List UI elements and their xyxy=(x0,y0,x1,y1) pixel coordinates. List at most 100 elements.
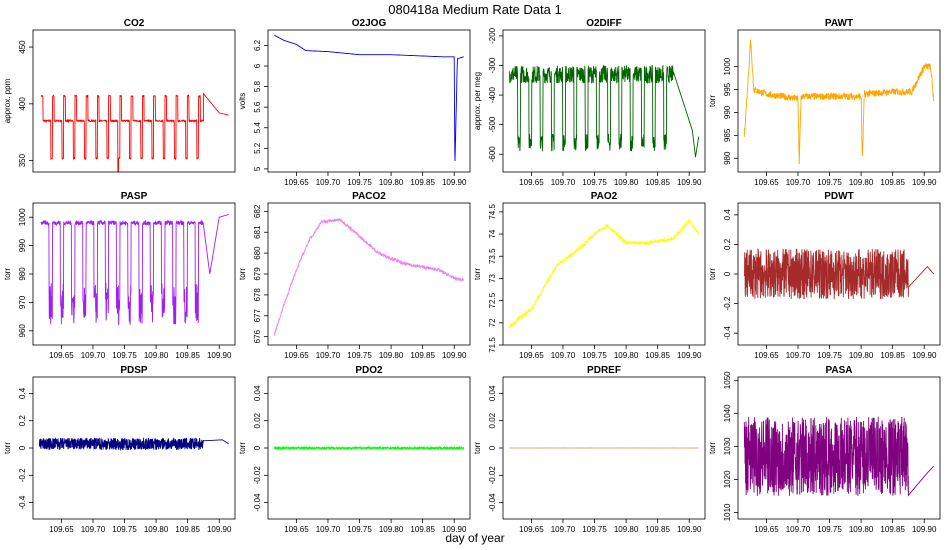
x-tick-label: 109.85 xyxy=(410,178,435,187)
y-tick-label: 71.5 xyxy=(488,337,497,353)
y-tick-label: 677 xyxy=(253,309,262,323)
y-tick-label: 0.04 xyxy=(488,385,497,401)
x-tick-label: 109.75 xyxy=(582,525,607,534)
x-tick-label: 109.70 xyxy=(786,525,811,534)
panel-title: PDO2 xyxy=(355,365,383,376)
x-tick-label: 109.65 xyxy=(49,351,74,360)
y-tick-label: 1020 xyxy=(723,470,732,488)
y-tick-label: 1000 xyxy=(723,57,732,75)
y-tick-label: 0 xyxy=(488,445,497,450)
x-tick-label: 109.80 xyxy=(849,178,874,187)
x-tick-label: 109.90 xyxy=(912,525,937,534)
panel-pasp: PASP torr 960 970 980 990 1000 109.65 109.70 109.… xyxy=(3,191,236,360)
x-tick-label: 109.65 xyxy=(519,178,544,187)
panel-pdo2: PDO2 torr -0.04 -0.02 0 0.02 0.04 109.65 109.70 1… xyxy=(238,365,471,534)
y-tick-label: 1040 xyxy=(723,404,732,422)
y-tick-label: 1010 xyxy=(723,503,732,521)
x-tick-label: 109.85 xyxy=(645,351,670,360)
y-axis-label: torr xyxy=(238,442,247,454)
x-tick-label: 109.75 xyxy=(112,525,137,534)
x-tick-label: 109.70 xyxy=(81,351,106,360)
x-tick-label: 109.70 xyxy=(316,351,341,360)
x-tick-label: 109.85 xyxy=(880,525,905,534)
y-tick-label: 681 xyxy=(253,225,262,239)
y-tick-label: -0.2 xyxy=(18,468,27,482)
panel-title: PAWT xyxy=(825,18,853,29)
x-tick-label: 109.85 xyxy=(645,525,670,534)
x-tick-label: 109.80 xyxy=(614,525,639,534)
series-line xyxy=(743,416,935,497)
y-tick-label: 680 xyxy=(253,246,262,260)
y-tick-label: -0.2 xyxy=(723,296,732,310)
x-tick-label: 109.80 xyxy=(849,525,874,534)
plot-frame xyxy=(267,202,471,346)
plot-frame xyxy=(502,29,706,173)
y-tick-label: 1050 xyxy=(723,371,732,389)
y-tick-label: 5.2 xyxy=(253,142,262,154)
x-tick-label: 109.75 xyxy=(817,351,842,360)
y-tick-label: 980 xyxy=(18,267,27,281)
y-tick-label: -0.02 xyxy=(488,466,497,485)
x-tick-label: 109.70 xyxy=(551,351,576,360)
panel-title: CO2 xyxy=(124,18,145,29)
panel-paco2: PACO2 torr 676 677 678 679 680 681 682 109.65 109.… xyxy=(238,191,471,360)
y-tick-label: 0.2 xyxy=(18,415,27,427)
x-tick-label: 109.80 xyxy=(379,351,404,360)
x-tick-label: 109.85 xyxy=(410,525,435,534)
x-tick-label: 109.75 xyxy=(817,525,842,534)
x-tick-label: 109.80 xyxy=(379,525,404,534)
panel-title: PASA xyxy=(825,365,852,376)
series-line xyxy=(273,218,465,336)
x-tick-label: 109.70 xyxy=(551,525,576,534)
y-axis-label: volts xyxy=(238,93,247,109)
y-tick-label: 985 xyxy=(723,128,732,142)
y-tick-label: -0.4 xyxy=(723,326,732,340)
x-tick-label: 109.85 xyxy=(410,351,435,360)
y-axis-label: torr xyxy=(238,268,247,280)
y-tick-label: -400 xyxy=(488,87,497,104)
x-tick-label: 109.90 xyxy=(677,525,702,534)
y-tick-label: 6 xyxy=(253,63,262,68)
panel-pao2: PAO2 torr 71.5 72 72.5 73 73.5 74 74.5 109.65 109.… xyxy=(473,191,706,360)
x-tick-label: 109.65 xyxy=(49,525,74,534)
x-tick-label: 109.80 xyxy=(614,351,639,360)
x-tick-label: 109.75 xyxy=(347,525,372,534)
y-tick-label: 73.5 xyxy=(488,248,497,264)
panel-title: PACO2 xyxy=(352,191,386,202)
panel-pdwt: PDWT torr -0.4 -0.2 0 0.2 0.4 109.65 109.70 109.7… xyxy=(708,191,941,360)
y-tick-label: 5.8 xyxy=(253,80,262,92)
x-tick-label: 109.75 xyxy=(817,178,842,187)
panel-pdsp: PDSP torr -0.4 -0.2 0 0.2 0.4 109.65 109.70 109.7… xyxy=(3,365,236,534)
x-tick-label: 109.70 xyxy=(316,525,341,534)
y-tick-label: 5.4 xyxy=(253,122,262,134)
y-tick-label: 990 xyxy=(18,238,27,252)
series-line xyxy=(40,92,229,172)
plot-frame xyxy=(32,29,236,173)
y-tick-label: 678 xyxy=(253,288,262,302)
plot-frame xyxy=(737,29,941,173)
panel-pdref: PDREF torr -0.04 -0.02 0 0.02 0.04 109.65 109.70… xyxy=(473,365,706,534)
x-tick-label: 109.75 xyxy=(347,351,372,360)
y-tick-label: 72 xyxy=(488,318,497,327)
x-tick-label: 109.80 xyxy=(614,178,639,187)
series-line xyxy=(743,39,935,165)
y-tick-label: 0.04 xyxy=(253,385,262,401)
y-axis-label: torr xyxy=(708,268,717,280)
x-tick-label: 109.85 xyxy=(880,351,905,360)
plot-frame xyxy=(737,376,941,520)
x-tick-label: 109.90 xyxy=(442,178,467,187)
x-tick-label: 109.90 xyxy=(677,178,702,187)
x-tick-label: 109.80 xyxy=(144,351,169,360)
y-tick-label: 676 xyxy=(253,329,262,343)
y-tick-label: 74 xyxy=(488,229,497,238)
x-tick-label: 109.70 xyxy=(786,178,811,187)
panel-title: PAO2 xyxy=(591,191,618,202)
panel-pasa: PASA torr 1010 1020 1030 1040 1050 109.65 109.70… xyxy=(708,365,941,534)
y-tick-label: 0.02 xyxy=(253,412,262,428)
x-tick-label: 109.85 xyxy=(880,178,905,187)
y-tick-label: -300 xyxy=(488,57,497,74)
y-tick-label: -0.04 xyxy=(253,493,262,512)
x-tick-label: 109.65 xyxy=(284,351,309,360)
x-tick-label: 109.90 xyxy=(442,525,467,534)
